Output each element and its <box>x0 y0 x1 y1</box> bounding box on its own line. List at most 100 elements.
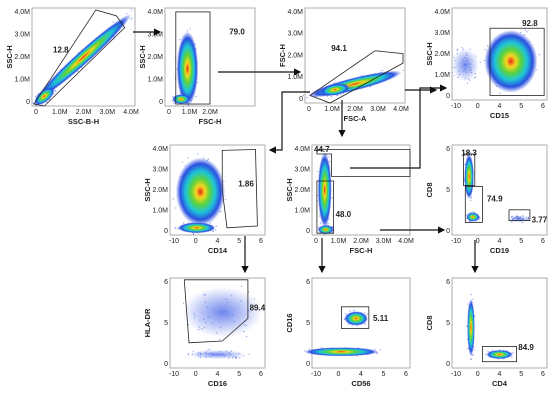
event-dot <box>175 226 177 228</box>
event-dot <box>479 61 481 63</box>
gate <box>340 306 370 329</box>
y-tick-label: 4.0M <box>152 146 168 153</box>
event-dot <box>329 161 331 163</box>
event-dot <box>245 336 248 338</box>
x-axis-label: SSC-B-H <box>68 117 99 126</box>
y-tick-label: 5 <box>306 320 310 327</box>
density <box>317 225 334 235</box>
x-tick-label: 1.0M <box>331 238 347 245</box>
event-dot <box>308 348 310 350</box>
x-tick-label: 0 <box>314 238 318 245</box>
x-tick-label: 6 <box>541 238 545 245</box>
density <box>317 152 332 228</box>
event-dot <box>319 222 321 224</box>
event-dot <box>181 161 183 164</box>
event-dot <box>471 211 473 213</box>
y-tick-label: 0 <box>299 96 303 103</box>
y-tick-label: 1.0M <box>294 207 310 214</box>
x-tick-label: 4 <box>498 103 502 110</box>
event-dot <box>126 13 128 15</box>
event-dot <box>54 90 56 92</box>
y-tick-label: 2.0M <box>147 54 163 61</box>
x-tick-label: 0 <box>476 371 480 378</box>
event-dot <box>328 156 330 158</box>
gate-percentage: 79.0 <box>229 28 245 37</box>
x-tick-label: 5 <box>519 238 523 245</box>
event-dot <box>470 294 472 296</box>
y-tick-label: 1.0M <box>147 76 163 83</box>
y-axis-label: SSC-H <box>143 178 152 201</box>
event-dot <box>512 352 514 354</box>
event-dot <box>469 220 471 223</box>
event-dot <box>470 197 472 200</box>
y-tick-label: 6 <box>446 146 450 153</box>
event-dot <box>112 21 114 23</box>
gate-percentage: 18.3 <box>461 149 477 158</box>
event-dot <box>130 9 133 11</box>
density-cloud <box>304 309 381 357</box>
x-tick-label: 2.0M <box>76 109 92 116</box>
event-dot <box>484 49 486 51</box>
y-tick-label: 4.0M <box>294 146 310 153</box>
event-dot <box>187 157 189 159</box>
density <box>175 157 226 226</box>
y-tick-label: 6 <box>446 279 450 286</box>
y-axis-label: SSC-H <box>5 45 14 68</box>
event-dot <box>524 29 526 31</box>
event-dot <box>175 207 177 209</box>
event-dot <box>352 310 355 312</box>
y-tick-label: 4.0M <box>287 9 303 16</box>
x-tick-label: 4.0M <box>393 106 409 113</box>
y-tick-label: 4.0M <box>434 9 450 16</box>
y-axis-label: CD8 <box>425 182 434 197</box>
y-tick-label: 2.0M <box>294 187 310 194</box>
event-dot <box>511 356 513 358</box>
x-tick-label: 6 <box>541 103 545 110</box>
x-tick-label: 5 <box>519 371 523 378</box>
density <box>466 212 480 222</box>
y-axis-label: SSC-H <box>285 178 294 201</box>
gate-percentage: 1.86 <box>238 179 254 188</box>
gate-percentage: 3.77 <box>532 215 548 224</box>
event-dot <box>179 38 181 41</box>
density <box>509 215 528 223</box>
gate <box>316 180 334 234</box>
y-tick-label: 0 <box>306 228 310 235</box>
density <box>320 83 350 96</box>
density <box>34 87 55 106</box>
gate-percentage: 89.4 <box>250 303 266 312</box>
event-dot <box>34 96 37 98</box>
x-tick-label: 0 <box>307 106 311 113</box>
y-tick-label: 0 <box>26 99 30 106</box>
gate-percentage: 5.11 <box>373 314 389 323</box>
event-dot <box>192 233 194 235</box>
gate <box>309 50 404 104</box>
x-tick-label: 1.0M <box>324 106 340 113</box>
density <box>484 30 538 93</box>
event-dot <box>467 348 469 350</box>
x-axis-label: FSC-H <box>350 246 373 255</box>
event-dot <box>467 303 469 305</box>
y-tick-label: 4.0M <box>147 9 163 16</box>
x-tick-label: -10 <box>311 371 321 378</box>
x-tick-label: 4 <box>216 371 220 378</box>
x-tick-label: 6 <box>541 371 545 378</box>
density <box>177 222 216 234</box>
gate-percentage: 48.0 <box>336 210 352 219</box>
event-dot <box>487 350 489 352</box>
event-dot <box>470 358 473 360</box>
gate <box>221 149 258 229</box>
event-dot <box>219 339 221 341</box>
density-cloud <box>466 294 514 361</box>
x-tick-label: -10 <box>169 238 179 245</box>
gate <box>316 149 411 177</box>
event-dot <box>451 72 453 74</box>
gate-percentage: 94.1 <box>331 44 347 53</box>
event-dot <box>215 229 217 231</box>
event-dot <box>340 94 342 96</box>
y-tick-label: 6 <box>164 279 168 286</box>
